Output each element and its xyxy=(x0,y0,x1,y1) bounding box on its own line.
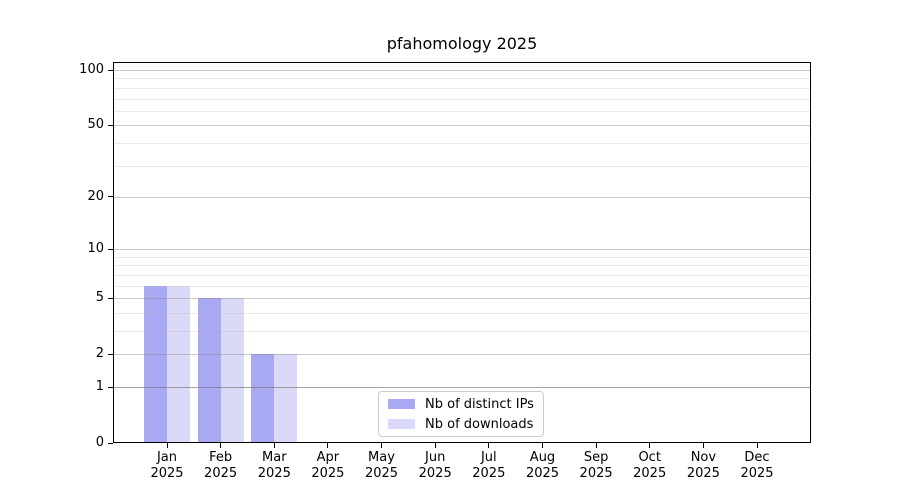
bar-distinct-ips xyxy=(251,354,275,443)
y-tick-mark xyxy=(108,248,113,250)
y-tick-mark xyxy=(108,69,113,71)
gridline-major xyxy=(114,354,810,356)
x-tick-mark xyxy=(595,443,597,448)
y-tick-label: 10 xyxy=(87,241,104,257)
x-tick-label: May 2025 xyxy=(350,450,414,482)
bar-distinct-ips xyxy=(144,285,167,443)
x-tick-year: 2025 xyxy=(150,466,184,481)
y-tick-label: 20 xyxy=(87,188,104,204)
x-tick-month: Nov xyxy=(690,450,717,465)
legend-swatch-distinct-ips-icon xyxy=(388,399,415,409)
x-tick-label: Oct 2025 xyxy=(618,450,682,482)
x-tick-year: 2025 xyxy=(686,466,720,481)
x-tick-mark xyxy=(434,443,436,448)
x-tick-year: 2025 xyxy=(472,466,506,481)
x-tick-year: 2025 xyxy=(364,466,399,481)
x-tick-year: 2025 xyxy=(525,466,560,481)
x-tick-label: Apr 2025 xyxy=(296,450,360,482)
gridline-minor xyxy=(114,110,810,112)
x-tick-month: Oct xyxy=(638,450,661,465)
x-tick-label: Mar 2025 xyxy=(242,450,306,482)
x-tick-label: Aug 2025 xyxy=(511,450,575,482)
bar-downloads xyxy=(167,285,190,443)
x-tick-mark xyxy=(488,443,490,448)
y-tick-mark xyxy=(108,386,113,388)
y-tick-mark xyxy=(108,442,113,444)
y-tick-mark xyxy=(108,297,113,299)
legend-item-distinct-ips: Nb of distinct IPs xyxy=(388,396,543,413)
x-tick-label: Sep 2025 xyxy=(564,450,628,482)
y-tick-mark xyxy=(108,124,113,126)
bar-downloads xyxy=(274,354,298,443)
x-tick-month: Apr xyxy=(316,450,340,465)
gridline-minor xyxy=(114,312,810,314)
gridline-major xyxy=(114,70,810,71)
gridline-major xyxy=(114,196,810,198)
x-tick-label: Jan 2025 xyxy=(135,450,199,482)
x-tick-year: 2025 xyxy=(633,466,667,481)
legend-label-distinct-ips: Nb of distinct IPs xyxy=(425,396,534,412)
x-tick-label: Jul 2025 xyxy=(457,450,521,482)
x-tick-month: Aug xyxy=(529,450,556,465)
y-tick-label: 5 xyxy=(95,290,104,306)
legend-item-downloads: Nb of downloads xyxy=(388,416,543,433)
x-tick-mark xyxy=(220,443,222,448)
gridline-minor xyxy=(114,256,810,258)
gridline-minor xyxy=(114,87,810,89)
x-tick-label: Dec 2025 xyxy=(725,450,789,482)
gridline-major xyxy=(114,387,810,388)
x-tick-month: Jan xyxy=(156,450,178,465)
bar-downloads xyxy=(220,298,244,443)
gridline-minor xyxy=(114,265,810,267)
x-tick-mark xyxy=(273,443,275,448)
y-tick-label: 1 xyxy=(95,379,104,394)
x-tick-year: 2025 xyxy=(204,466,238,481)
x-tick-month: Feb xyxy=(209,450,233,465)
y-tick-mark xyxy=(108,353,113,355)
x-tick-mark xyxy=(542,443,543,448)
x-tick-year: 2025 xyxy=(579,466,613,481)
y-tick-label: 100 xyxy=(79,62,104,77)
gridline-minor xyxy=(114,98,810,100)
x-tick-mark xyxy=(702,443,704,448)
x-tick-month: Jun xyxy=(425,450,446,465)
gridline-major xyxy=(114,125,810,127)
y-tick-label: 0 xyxy=(95,435,104,450)
legend-swatch-downloads-icon xyxy=(388,419,415,429)
x-tick-mark xyxy=(327,443,329,448)
gridline-minor xyxy=(114,165,810,167)
y-tick-label: 2 xyxy=(95,346,104,362)
gridline-major xyxy=(114,298,810,300)
x-tick-month: Sep xyxy=(583,450,609,465)
x-tick-month: Jul xyxy=(480,450,497,465)
bar-distinct-ips xyxy=(197,298,221,443)
gridline-minor xyxy=(114,331,810,332)
x-tick-label: Nov 2025 xyxy=(671,450,735,482)
x-tick-year: 2025 xyxy=(418,466,452,481)
gridline-minor xyxy=(114,142,810,144)
x-tick-year: 2025 xyxy=(740,466,774,481)
chart-title: pfahomology 2025 xyxy=(386,34,538,53)
x-tick-label: Jun 2025 xyxy=(403,450,467,482)
y-tick-label: 50 xyxy=(87,117,104,133)
legend: Nb of distinct IPs Nb of downloads xyxy=(378,391,544,437)
x-tick-mark xyxy=(381,443,382,448)
x-tick-mark xyxy=(756,443,758,448)
x-tick-month: Dec xyxy=(744,450,770,465)
x-tick-year: 2025 xyxy=(257,466,291,481)
x-tick-month: May xyxy=(368,450,395,465)
x-tick-year: 2025 xyxy=(311,466,345,481)
legend-label-downloads: Nb of downloads xyxy=(425,416,534,432)
x-tick-mark xyxy=(649,443,651,448)
gridline-minor xyxy=(114,285,810,287)
x-tick-month: Mar xyxy=(262,450,287,465)
gridline-minor xyxy=(114,274,810,276)
gridline-minor xyxy=(114,78,810,80)
y-tick-mark xyxy=(108,196,113,198)
x-tick-mark xyxy=(166,443,168,448)
gridline-major xyxy=(114,249,810,251)
x-tick-label: Feb 2025 xyxy=(189,450,253,482)
